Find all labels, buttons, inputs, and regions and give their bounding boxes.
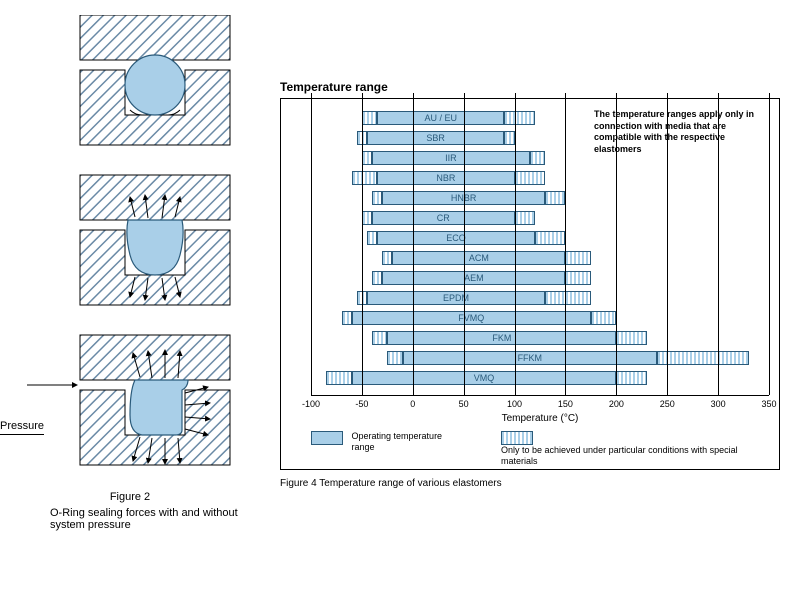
bar-extended [362,111,377,125]
tick-label: 150 [550,399,580,409]
bar-extended [362,151,372,165]
tick-label: 200 [601,399,631,409]
pressure-label: Pressure [0,420,44,435]
bar-extended [387,351,402,365]
tick-label: 0 [398,399,428,409]
oring-diagram-svg [25,15,235,485]
figure-2-description: O-Ring sealing forces with and without s… [50,507,240,531]
bar-operating [372,211,514,225]
tick-label: 100 [500,399,530,409]
bar-extended [372,331,387,345]
gridline [769,93,770,395]
gridline [667,93,668,395]
bar-extended [591,311,616,325]
material-row: HNBR [311,191,769,205]
page: { "figure2": { "pressure_label": "Pressu… [0,0,790,590]
bar-extended [657,351,749,365]
bar-extended [352,171,377,185]
bar-extended [362,211,372,225]
gridline [311,93,312,395]
material-row: IIR [311,151,769,165]
material-row: FVMQ [311,311,769,325]
bar-extended [367,231,377,245]
bar-operating [382,271,565,285]
tick-label: 50 [449,399,479,409]
material-row: EPDM [311,291,769,305]
material-row: FFKM [311,351,769,365]
material-row: ACM [311,251,769,265]
legend-hatched-swatch [501,431,533,445]
bar-extended [504,111,535,125]
bar-extended [372,191,382,205]
tick-label: -50 [347,399,377,409]
tick-label: 250 [652,399,682,409]
tick-label: -100 [296,399,326,409]
bar-operating [367,131,504,145]
bar-operating [367,291,545,305]
material-row: SBR [311,131,769,145]
legend-solid-label: Operating temperature range [352,431,462,453]
bar-operating [352,371,617,385]
material-row: CR [311,211,769,225]
gridline [616,93,617,395]
legend-hatched-label: Only to be achieved under particular con… [501,445,741,467]
material-row: FKM [311,331,769,345]
bar-extended [326,371,351,385]
bar-extended [616,371,647,385]
bar-operating [372,151,530,165]
material-row: AEM [311,271,769,285]
legend-solid-swatch [311,431,343,445]
bar-extended [545,291,591,305]
bar-extended [535,231,566,245]
x-axis-label: Temperature (°C) [311,413,769,424]
gridline [464,93,465,395]
bar-extended [504,131,514,145]
chart-title: Temperature range [280,80,780,94]
bar-operating [403,351,657,365]
bar-extended [530,151,545,165]
bar-operating [387,331,616,345]
bar-operating [377,231,535,245]
bar-extended [565,271,590,285]
bar-extended [565,251,590,265]
bar-extended [515,211,535,225]
bar-extended [515,171,546,185]
material-row: ECO [311,231,769,245]
bar-extended [342,311,352,325]
figure-2-caption: Figure 2 [0,491,260,503]
bar-operating [392,251,565,265]
gridline [362,93,363,395]
tick-label: 300 [703,399,733,409]
material-row: AU / EU [311,111,769,125]
bar-operating [377,171,514,185]
legend-hatched: Only to be achieved under particular con… [501,431,769,467]
tick-label: 350 [754,399,784,409]
figure-2: Figure 2 O-Ring sealing forces with and … [0,15,260,531]
chart-box: The temperature ranges apply only in con… [280,98,780,470]
figure-4-caption: Figure 4 Temperature range of various el… [280,478,780,489]
bar-extended [545,191,565,205]
gridline [413,93,414,395]
material-row: VMQ [311,371,769,385]
bar-operating [352,311,591,325]
bar-operating [377,111,504,125]
gridline [515,93,516,395]
plot-area: AU / EU SBR IIR NBR HNBR CR ECO ACM AEM EPDM FVMQ F… [311,111,769,391]
legend-solid: Operating temperature range [311,431,462,453]
bar-extended [372,271,382,285]
gridline [565,93,566,395]
bar-extended [616,331,647,345]
gridline [718,93,719,395]
bar-extended [382,251,392,265]
temperature-chart: Temperature range The temperature ranges… [280,80,780,489]
axis-line [311,395,769,396]
material-row: NBR [311,171,769,185]
